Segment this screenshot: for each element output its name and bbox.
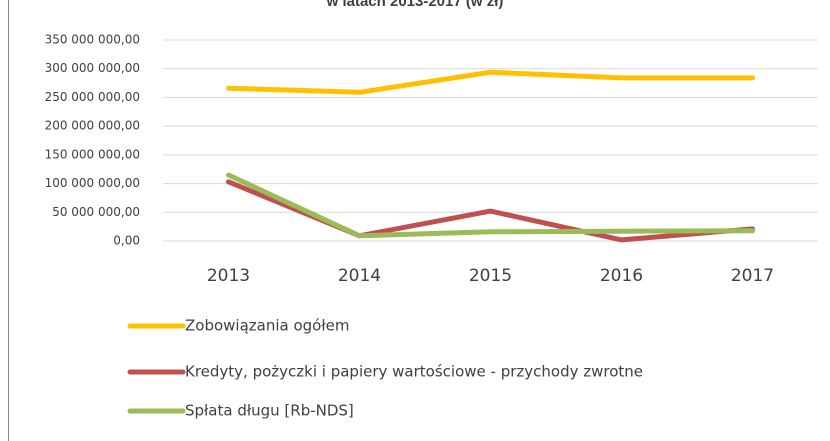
x-tick-label: 2017 — [731, 266, 774, 286]
y-tick-label: 250 000 000,00 — [45, 90, 140, 104]
y-tick-label: 100 000 000,00 — [45, 176, 140, 190]
y-tick-label: 200 000 000,00 — [45, 119, 140, 133]
series-line — [226, 172, 755, 239]
legend-label: Spłata długu [Rb-NDS] — [185, 402, 354, 420]
x-tick-label: 2016 — [600, 266, 643, 286]
chart-border — [8, 0, 9, 441]
series-line — [226, 69, 755, 95]
legend-label: Kredyty, pożyczki i papiery wartościowe … — [185, 363, 643, 381]
y-tick-label: 350 000 000,00 — [45, 33, 140, 47]
y-tick-label: 300 000 000,00 — [45, 61, 140, 75]
chart-title: w latach 2013-2017 (w zł) — [326, 0, 504, 10]
x-tick-label: 2013 — [207, 266, 250, 286]
x-tick-label: 2015 — [469, 266, 512, 286]
y-tick-label: 150 000 000,00 — [45, 147, 140, 161]
legend-label: Zobowiązania ogółem — [185, 317, 349, 335]
x-tick-label: 2014 — [338, 266, 381, 286]
y-tick-label: 0,00 — [113, 234, 140, 248]
y-tick-label: 50 000 000,00 — [52, 205, 140, 219]
